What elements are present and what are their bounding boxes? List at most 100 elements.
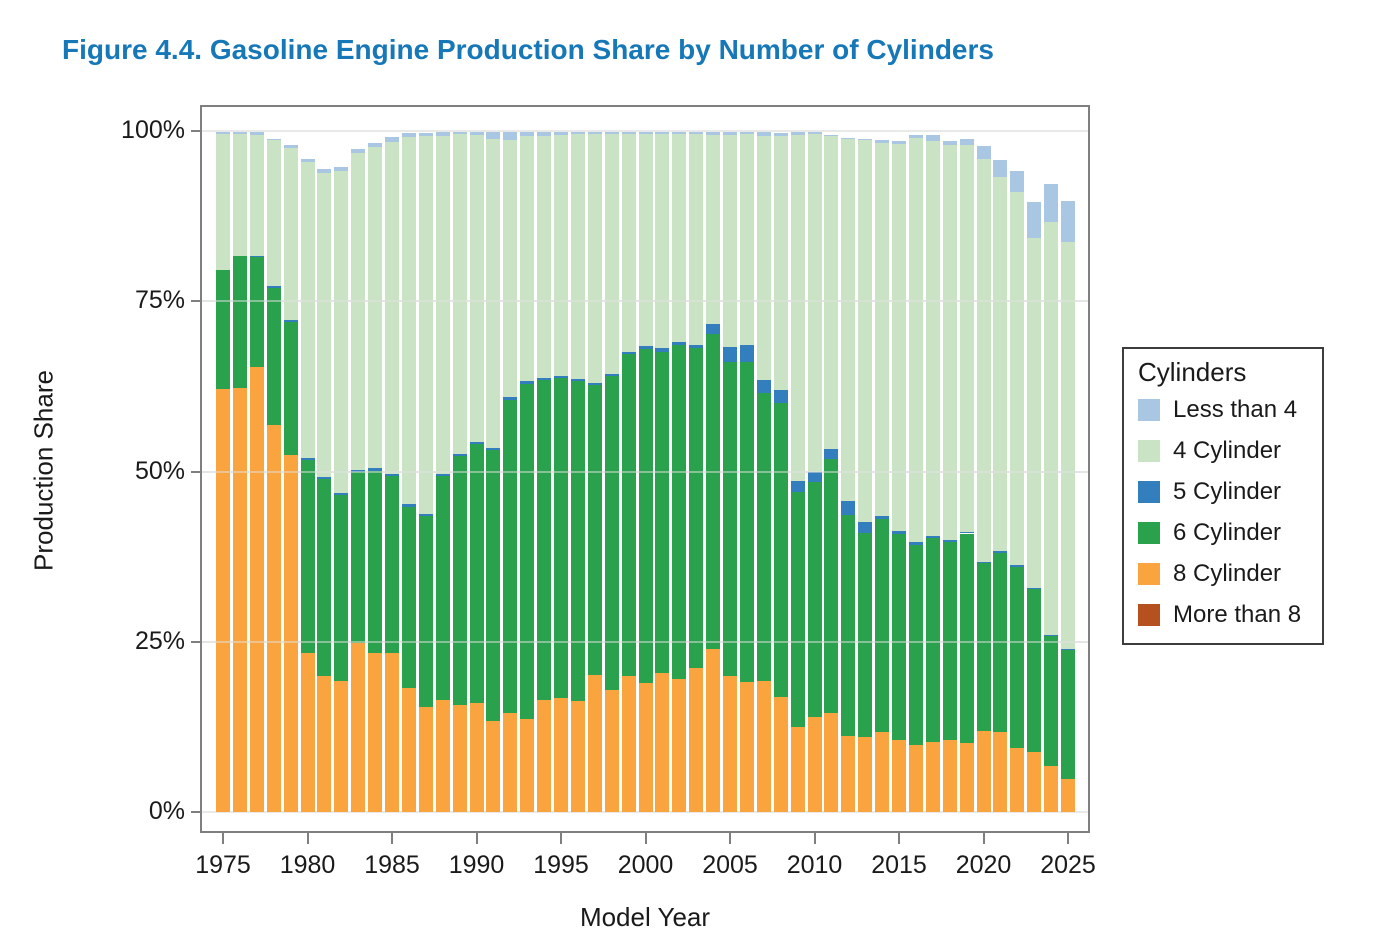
segment-cyl4-2007: [756, 135, 771, 381]
segment-cyl6-1979: [283, 321, 298, 456]
bar-year-1976: [232, 105, 247, 833]
segment-cyl8-2002: [672, 678, 687, 812]
bar-year-2006: [739, 105, 754, 833]
segment-cyl8-1991: [486, 721, 501, 812]
segment-cyl8-1983: [351, 643, 366, 812]
segment-less_than_4-2000: [638, 131, 653, 134]
y-tick-label-75: 75%: [134, 286, 185, 315]
y-tick-label-25: 25%: [134, 626, 185, 655]
segment-cyl8-1994: [537, 699, 552, 812]
segment-cyl6-1977: [249, 257, 264, 367]
segment-cyl8-2021: [993, 732, 1008, 812]
segment-cyl4-2011: [824, 136, 839, 450]
figure-title: Figure 4.4. Gasoline Engine Production S…: [62, 34, 994, 65]
segment-less_than_4-1998: [604, 131, 619, 134]
segment-cyl5-2009: [790, 481, 805, 492]
segment-cyl4-2024: [1044, 221, 1059, 635]
segment-cyl5-2013: [858, 521, 873, 533]
x-tick-label-2005: 2005: [702, 851, 758, 879]
bar-year-2025: [1061, 105, 1075, 833]
segment-cyl6-1991: [486, 449, 501, 722]
bar-year-1987: [418, 105, 433, 833]
bar-year-2004: [706, 105, 721, 833]
segment-cyl4-1999: [621, 133, 636, 352]
segment-cyl4-1986: [401, 137, 416, 505]
segment-cyl8-1975: [216, 389, 230, 812]
bar-year-2014: [875, 105, 890, 833]
segment-cyl6-1998: [604, 376, 619, 691]
bar-year-2008: [773, 105, 788, 833]
segment-cyl8-1979: [283, 455, 298, 812]
segment-cyl8-1988: [435, 699, 450, 812]
segment-cyl5-2001: [655, 347, 670, 352]
segment-less_than_4-2005: [723, 132, 737, 136]
segment-cyl6-2003: [689, 348, 704, 668]
x-tick-label-2020: 2020: [955, 851, 1012, 879]
segment-cyl6-2005: [723, 361, 737, 676]
bar-year-1997: [587, 105, 602, 833]
bar-year-2010: [807, 105, 822, 833]
segment-cyl4-1995: [554, 135, 568, 377]
x-tick-label-1985: 1985: [364, 851, 420, 879]
segment-less_than_4-2019: [959, 139, 974, 145]
segment-cyl4-2009: [790, 135, 805, 482]
segment-less_than_4-2014: [875, 139, 890, 143]
segment-cyl4-1981: [317, 172, 332, 477]
segment-cyl8-2008: [773, 696, 788, 812]
segment-cyl5-1990: [469, 441, 484, 444]
bar-year-1975: [216, 105, 230, 833]
bar-year-2016: [908, 105, 923, 833]
x-tick-mark-2005: [729, 833, 731, 844]
segment-cyl5-2018: [942, 539, 957, 542]
bar-year-2013: [858, 105, 873, 833]
segment-cyl6-2022: [1010, 566, 1025, 748]
bar-year-1988: [435, 105, 450, 833]
segment-cyl8-1984: [368, 652, 383, 812]
segment-cyl4-2005: [723, 135, 737, 347]
x-axis-title: Model Year: [579, 902, 711, 932]
segment-less_than_4-2020: [976, 145, 991, 159]
bar-year-1980: [300, 105, 315, 833]
segment-cyl5-1993: [520, 380, 535, 384]
x-tick-label-2000: 2000: [617, 851, 674, 879]
segment-cyl8-1992: [503, 712, 518, 812]
segment-cyl4-1977: [249, 135, 264, 256]
segment-less_than_4-1997: [587, 131, 602, 135]
segment-cyl8-1998: [604, 690, 619, 812]
segment-cyl6-1975: [216, 269, 230, 390]
segment-cyl5-2021: [993, 551, 1008, 553]
segment-less_than_4-1986: [401, 133, 416, 138]
segment-cyl6-2013: [858, 532, 873, 738]
segment-cyl4-2018: [942, 145, 957, 540]
bar-year-2002: [672, 105, 687, 833]
segment-cyl5-2014: [875, 515, 890, 519]
segment-cyl8-2015: [892, 739, 906, 812]
bar-year-2001: [655, 105, 670, 833]
segment-cyl4-1990: [469, 135, 484, 442]
segment-cyl6-1996: [570, 380, 585, 701]
bar-year-1992: [503, 105, 518, 833]
segment-less_than_4-1995: [554, 131, 568, 136]
segment-less_than_4-1985: [385, 137, 399, 142]
legend-item-cyl4: 4 Cylinder: [1138, 437, 1322, 465]
segment-less_than_4-2013: [858, 138, 873, 140]
segment-cyl4-1994: [537, 135, 552, 379]
segment-cyl4-2003: [689, 133, 704, 345]
segment-less_than_4-2025: [1061, 201, 1075, 243]
x-tick-mark-1985: [391, 833, 393, 844]
segment-less_than_4-1996: [570, 132, 585, 134]
legend-swatch-cyl5: [1138, 481, 1160, 503]
x-tick-label-2025: 2025: [1040, 851, 1096, 879]
legend-swatch-more_than_8: [1138, 604, 1160, 626]
legend-item-less_than_4: Less than 4: [1138, 396, 1322, 424]
segment-cyl5-1982: [334, 492, 349, 495]
segment-cyl4-2014: [875, 142, 890, 516]
segment-cyl5-2022: [1010, 565, 1025, 567]
segment-cyl6-1986: [401, 506, 416, 689]
segment-cyl5-1995: [554, 376, 568, 379]
bar-year-1985: [385, 105, 399, 833]
gridline-100: [200, 130, 1090, 132]
segment-cyl8-2013: [858, 737, 873, 812]
segment-cyl5-1999: [621, 351, 636, 355]
segment-cyl5-1977: [249, 255, 264, 257]
